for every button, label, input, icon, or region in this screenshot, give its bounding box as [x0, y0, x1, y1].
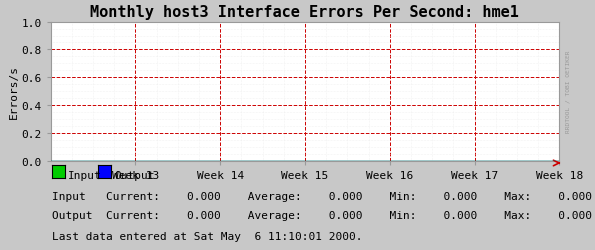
Text: RRDTOOL / TOBI OETIKER: RRDTOOL / TOBI OETIKER — [565, 51, 571, 133]
Title: Monthly host3 Interface Errors Per Second: hme1: Monthly host3 Interface Errors Per Secon… — [90, 5, 519, 20]
Text: Input: Input — [68, 170, 102, 180]
Text: Input   Current:    0.000    Average:    0.000    Min:    0.000    Max:    0.000: Input Current: 0.000 Average: 0.000 Min:… — [52, 191, 593, 201]
Text: Last data entered at Sat May  6 11:10:01 2000.: Last data entered at Sat May 6 11:10:01 … — [52, 231, 363, 241]
Y-axis label: Errors/s: Errors/s — [8, 65, 18, 119]
Text: Output  Current:    0.000    Average:    0.000    Min:    0.000    Max:    0.000: Output Current: 0.000 Average: 0.000 Min… — [52, 210, 593, 220]
Text: Output: Output — [114, 170, 155, 180]
